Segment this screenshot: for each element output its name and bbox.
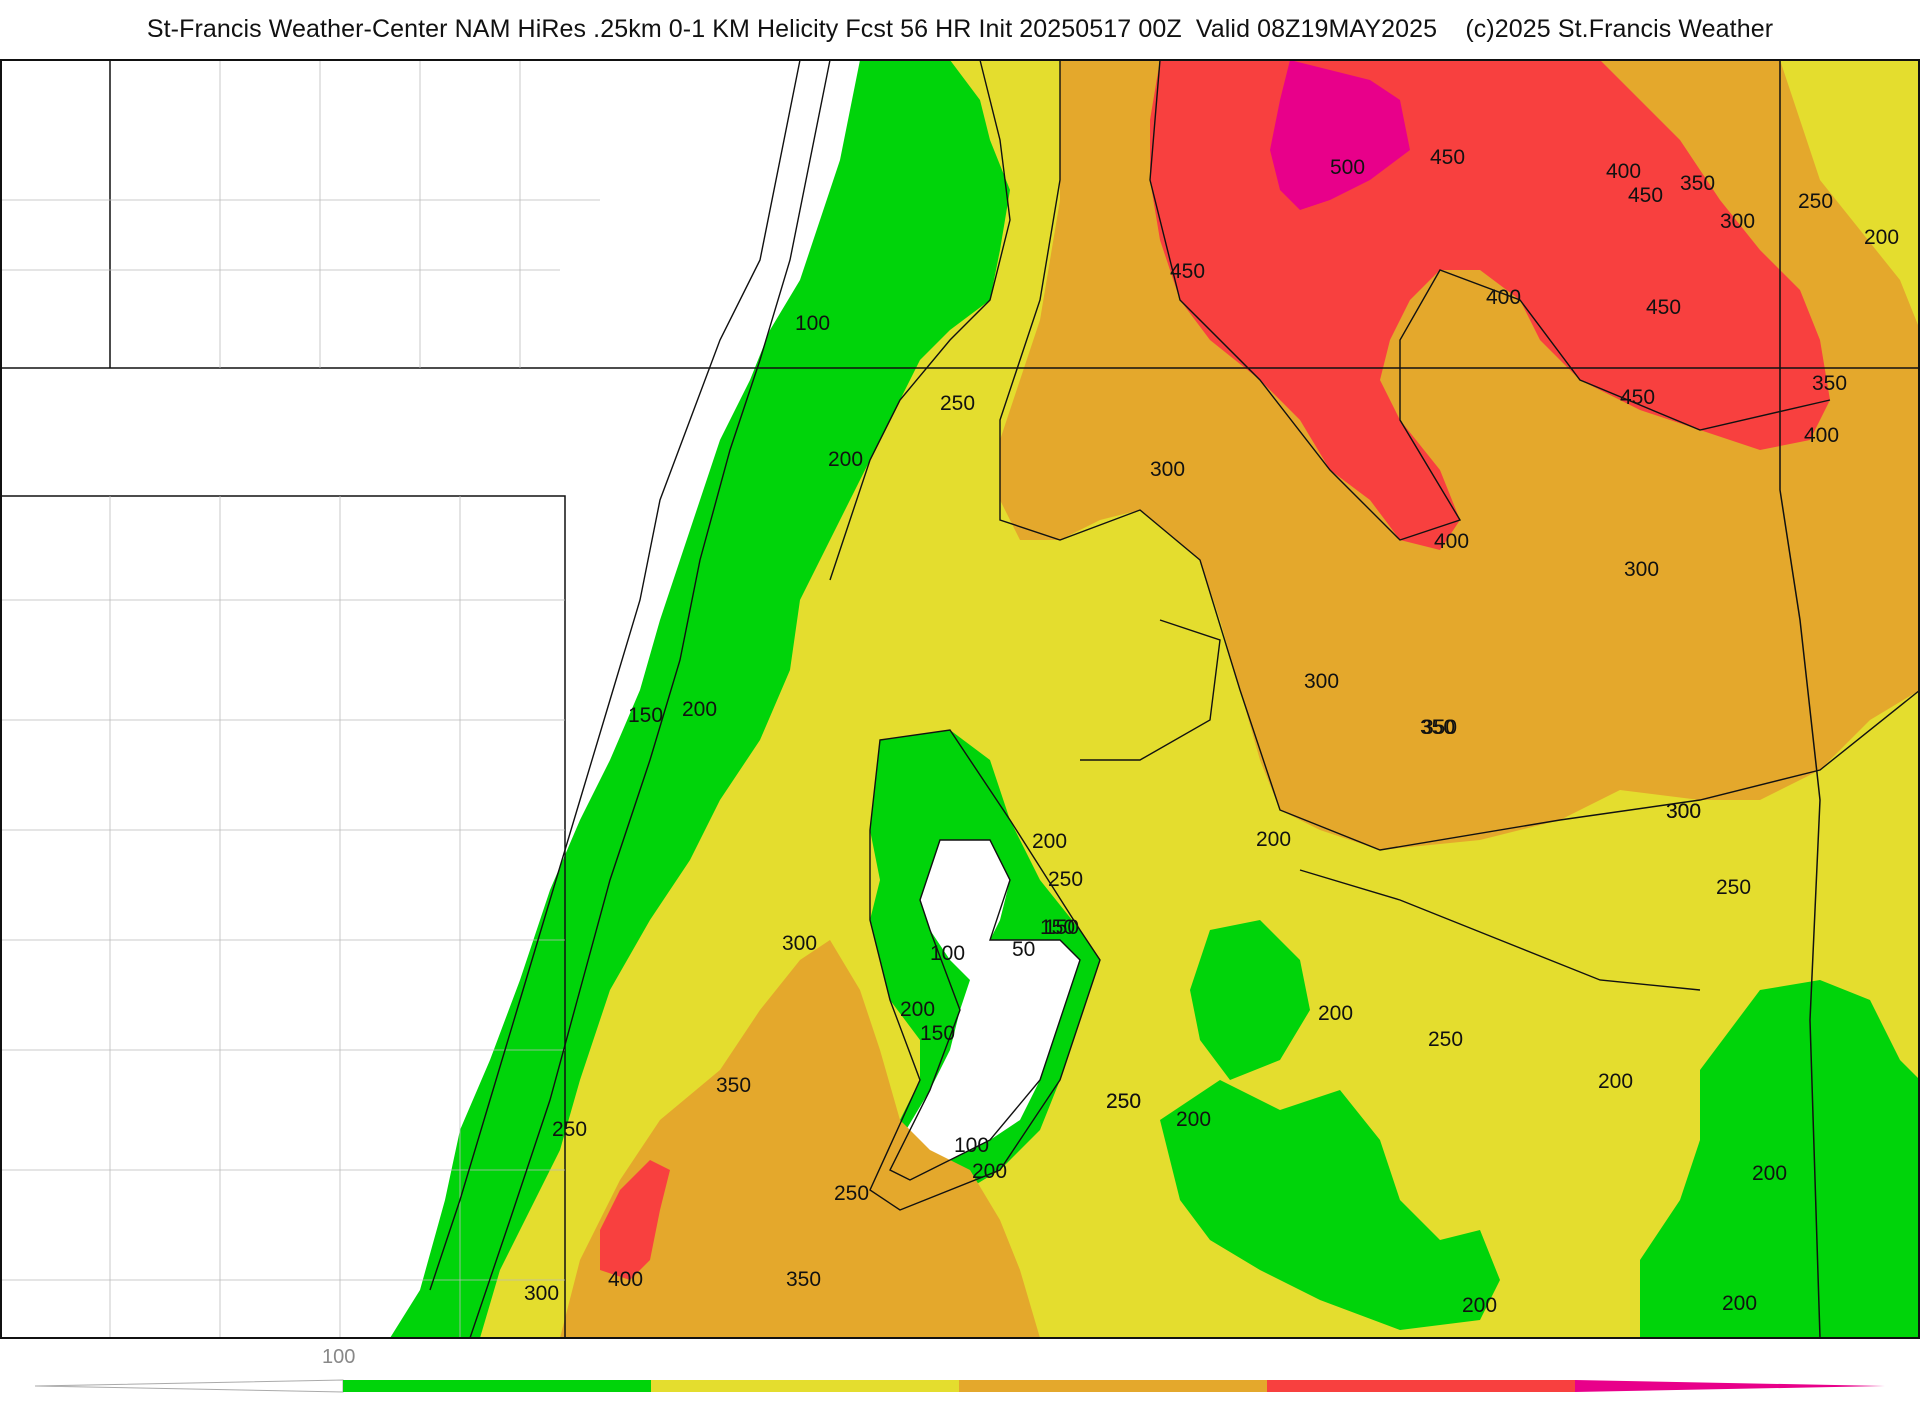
map-title: St-Francis Weather-Center NAM HiRes .25k… [0, 0, 1920, 58]
contour-label: 500 [1330, 156, 1365, 179]
contour-label: 250 [834, 1182, 869, 1205]
contour-label: 350 [786, 1268, 821, 1291]
contour-label: 300 [1666, 800, 1701, 823]
contour-label: 400 [1486, 286, 1521, 309]
contour-label: 300 [524, 1282, 559, 1305]
contour-label: 450 [1628, 184, 1663, 207]
contour-label: 150 [1040, 916, 1075, 939]
contour-label: 400 [1606, 160, 1641, 183]
map-title-text: St-Francis Weather-Center NAM HiRes .25k… [146, 14, 1774, 43]
contour-label: 150 [628, 704, 663, 727]
colorbar-under-triangle [34, 1379, 344, 1393]
contour-label: 300 [1720, 210, 1755, 233]
contour-label: 300 [782, 932, 817, 955]
contour-label: 400 [1804, 424, 1839, 447]
contour-label: 250 [1428, 1028, 1463, 1051]
band-100-200-east [1190, 920, 1310, 1080]
contour-label: 200 [1864, 226, 1899, 249]
contour-label: 200 [1318, 1002, 1353, 1025]
contour-label: 350 [1422, 716, 1457, 739]
colorbar-segment [1267, 1380, 1575, 1392]
contour-label: 400 [1434, 530, 1469, 553]
contour-label: 250 [1106, 1090, 1141, 1113]
contour-label: 100 [930, 942, 965, 965]
band-300-400-sw [560, 940, 1040, 1338]
contour-label: 450 [1430, 146, 1465, 169]
contour-label: 350 [1812, 372, 1847, 395]
contour-label: 200 [1256, 828, 1291, 851]
contour-label: 50 [1012, 938, 1035, 961]
lake-white [890, 840, 1080, 1180]
contour-label: 250 [1716, 876, 1751, 899]
contour-label: 200 [1752, 1162, 1787, 1185]
contour-label: 200 [682, 698, 717, 721]
contour-label: 300 [1666, 800, 1701, 823]
county-borders [0, 60, 600, 1338]
band-100-200-far-se [1640, 980, 1920, 1338]
contour-label: 350 [716, 1074, 751, 1097]
contour-label: 150 [920, 1022, 955, 1045]
colorbar-segment [651, 1380, 959, 1392]
contour-label: 300 [1150, 458, 1185, 481]
contour-lines [429, 59, 1920, 1339]
contour-label: 300 [1304, 670, 1339, 693]
contour-label: 200 [1598, 1070, 1633, 1093]
contour-label: 250 [1798, 190, 1833, 213]
contour-label: 150 [1044, 916, 1079, 939]
colorbar-over-triangle [1575, 1380, 1885, 1392]
contour-label: 450 [1170, 260, 1205, 283]
contour-label: 250 [1048, 868, 1083, 891]
contour-label: 200 [1722, 1292, 1757, 1315]
contour-label: 100 [795, 312, 830, 335]
band-400-500-sw [600, 1160, 670, 1280]
contour-label: 400 [608, 1268, 643, 1291]
band-100-200-se [1160, 1080, 1500, 1330]
colorbar [0, 1340, 1920, 1400]
contour-label: 250 [1106, 1090, 1141, 1113]
contour-label: 250 [552, 1118, 587, 1141]
band-500-plus-ne [1270, 60, 1410, 210]
map-border [0, 59, 1920, 1339]
contour-label: 200 [1032, 830, 1067, 853]
helicity-map[interactable]: 100 200 250 300 450 500 450 400 350 450 … [0, 58, 1920, 1340]
contour-label: 200 [900, 998, 935, 1021]
contour-label: 450 [1620, 386, 1655, 409]
contour-labels: 100 200 250 300 450 500 450 400 350 450 … [524, 146, 1899, 1317]
contour-label: 200 [1462, 1294, 1497, 1317]
contour-label: 200 [828, 448, 863, 471]
contour-label: 100 [954, 1134, 989, 1157]
contour-label: 300 [1624, 558, 1659, 581]
contour-label: 350 [1680, 172, 1715, 195]
colorbar-segment [959, 1380, 1267, 1392]
contour-label: 200 [1176, 1108, 1211, 1131]
contour-label: 450 [1646, 296, 1681, 319]
contour-label: 350 [1420, 716, 1455, 739]
colorbar-segment [343, 1380, 651, 1392]
contour-label: 250 [940, 392, 975, 415]
contour-label: 200 [972, 1160, 1007, 1183]
colorbar-tick-label: 100 [322, 1346, 356, 1368]
